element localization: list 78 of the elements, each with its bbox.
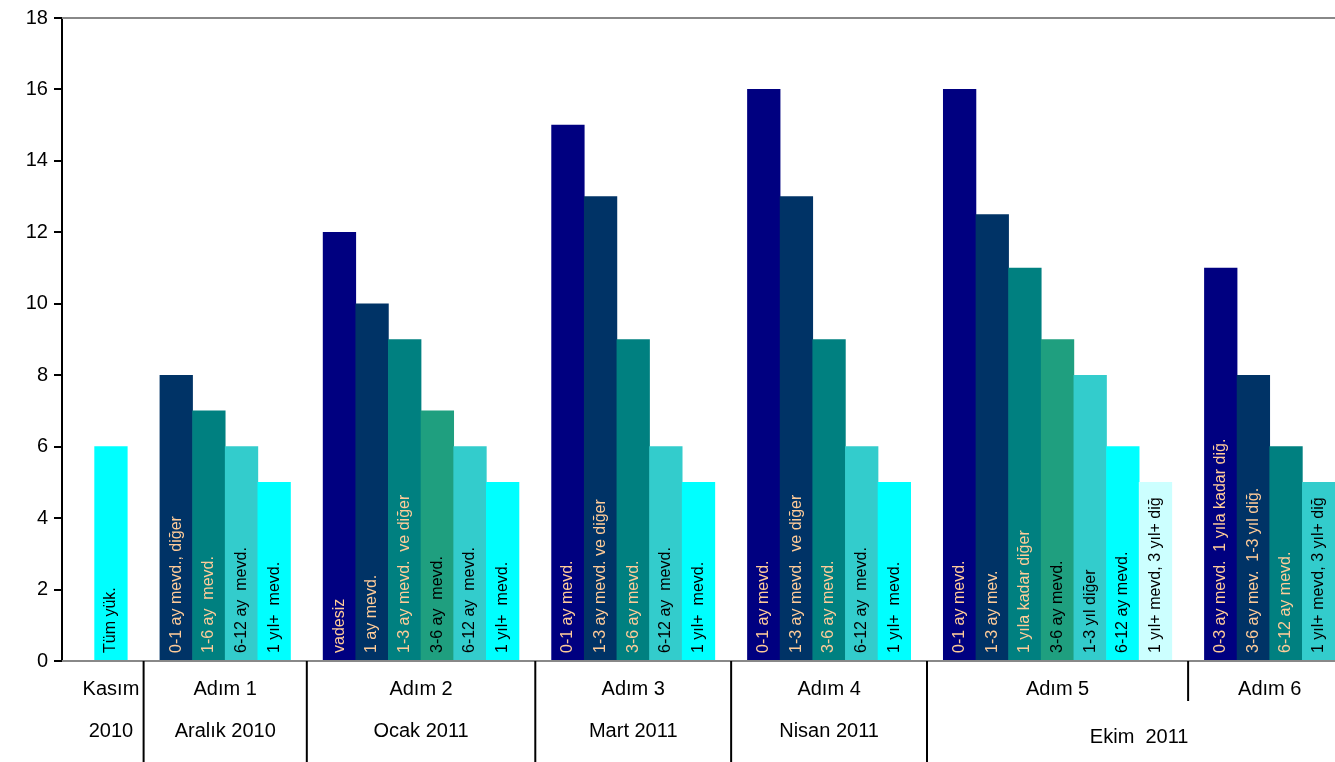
bar bbox=[224, 446, 259, 661]
x-tick-label: 0-1 ay mevd., diğer bbox=[166, 515, 184, 653]
bar bbox=[1106, 446, 1140, 661]
bar bbox=[681, 482, 716, 661]
x-tick-label: 6-12 ay mevd. bbox=[460, 547, 478, 653]
bar bbox=[388, 339, 422, 661]
bar bbox=[779, 196, 814, 661]
bar bbox=[812, 339, 846, 661]
text: Adım 1 Aralık 2010 bbox=[174, 676, 276, 741]
x-tick-label: 1 yıl+ mevd, 3 yıl+ diğ bbox=[1145, 497, 1163, 653]
bar bbox=[616, 339, 650, 661]
y-tick-label: 4 bbox=[36, 505, 48, 528]
y-tick-label: 16 bbox=[25, 76, 48, 99]
bar bbox=[322, 232, 357, 661]
x-tick-label: 0-1 ay mevd. bbox=[558, 560, 576, 653]
x-tick-label: 1-3 ay mev. bbox=[982, 570, 1000, 653]
x-tick-label: 1 yıl+ mevd, 3 yıl+ diğ bbox=[1309, 497, 1327, 653]
bar bbox=[94, 446, 128, 661]
x-tick-label: 1-3 ay mevd. ve diğer bbox=[590, 498, 608, 653]
x-tick-label: 3-6 ay mev. 1-3 yıl diğ. bbox=[1243, 487, 1261, 653]
text: Adım 5 bbox=[1025, 676, 1090, 699]
bar bbox=[1073, 374, 1107, 661]
y-tick-label: 14 bbox=[25, 148, 48, 171]
bar bbox=[747, 89, 781, 661]
x-tick-label: vadesiz bbox=[329, 598, 347, 653]
bar bbox=[877, 482, 911, 661]
bar bbox=[453, 446, 487, 661]
x-tick-label: 3-6 ay mevd. bbox=[819, 560, 837, 653]
x-tick-label: 1 yıl+ mevd. bbox=[493, 561, 511, 653]
y-tick-label: 2 bbox=[36, 577, 48, 600]
y-tick-label: 18 bbox=[25, 5, 48, 28]
x-tick-label: 1 yıla kadar diğer bbox=[1015, 529, 1033, 653]
text: Ekim 2011 bbox=[1089, 724, 1189, 747]
bar bbox=[1008, 267, 1042, 661]
x-tick-label: 0-1 ay mevd. bbox=[950, 560, 968, 653]
bar bbox=[975, 214, 1009, 661]
bar bbox=[583, 196, 618, 661]
bar bbox=[845, 446, 879, 661]
bar bbox=[942, 89, 977, 661]
x-tick-label: 1 yıl+ mevd. bbox=[688, 561, 706, 653]
bar bbox=[551, 124, 585, 661]
x-tick-label: 3-6 ay mevd. bbox=[1047, 560, 1065, 653]
x-tick-label: 0-3 ay mevd. 1 yıla kadar diğ. bbox=[1211, 438, 1229, 653]
text: Adım 3 Mart 2011 bbox=[588, 676, 678, 741]
y-tick-label: 6 bbox=[36, 434, 48, 457]
bar bbox=[355, 303, 389, 661]
x-tick-label: 6-12 ay mevd. bbox=[1113, 551, 1131, 653]
y-tick-label: 12 bbox=[25, 219, 48, 242]
x-tick-label: 3-6 ay mevd. bbox=[427, 556, 445, 653]
text: Kasım 2010 bbox=[82, 676, 140, 741]
bar bbox=[486, 482, 520, 661]
x-tick-label: 1 ay mevd. bbox=[362, 574, 380, 653]
y-tick-label: 0 bbox=[36, 648, 48, 671]
x-tick-label: 6-12 ay mevd. bbox=[656, 547, 674, 653]
text: Adım 4 Nisan 2011 bbox=[779, 676, 879, 741]
x-tick-label: 1-3 ay mevd. ve diğer bbox=[395, 494, 413, 653]
x-tick-label: 6-12 ay mevd. bbox=[231, 547, 249, 653]
x-tick-label: 6-12 ay mevd. bbox=[1276, 551, 1294, 653]
text: Adım 6 bbox=[1238, 676, 1302, 699]
x-tick-label: 0-1 ay mevd. bbox=[754, 560, 772, 653]
bar bbox=[1269, 446, 1303, 661]
x-tick-label: Tüm yük. bbox=[101, 587, 119, 653]
bar bbox=[1204, 267, 1238, 661]
x-tick-label: 1 yıl+ mevd. bbox=[884, 561, 902, 653]
text: Adım 2 Ocak 2011 bbox=[373, 676, 469, 741]
bar bbox=[192, 410, 226, 661]
bar bbox=[649, 446, 683, 661]
bar bbox=[420, 410, 455, 661]
y-tick-label: 10 bbox=[25, 291, 48, 314]
x-tick-label: 1-6 ay mevd. bbox=[199, 556, 217, 653]
x-tick-label: 1-3 yıl diğer bbox=[1080, 568, 1098, 653]
bar bbox=[1040, 339, 1075, 661]
x-tick-label: 6-12 ay mevd. bbox=[852, 547, 870, 653]
bar bbox=[257, 482, 291, 661]
x-tick-label: 1 yıl+ mevd. bbox=[264, 561, 282, 653]
y-tick-label: 8 bbox=[36, 362, 48, 385]
x-tick-label: 3-6 ay mevd. bbox=[623, 560, 641, 653]
x-tick-label: 1-3 ay mevd. ve diğer bbox=[786, 494, 804, 653]
